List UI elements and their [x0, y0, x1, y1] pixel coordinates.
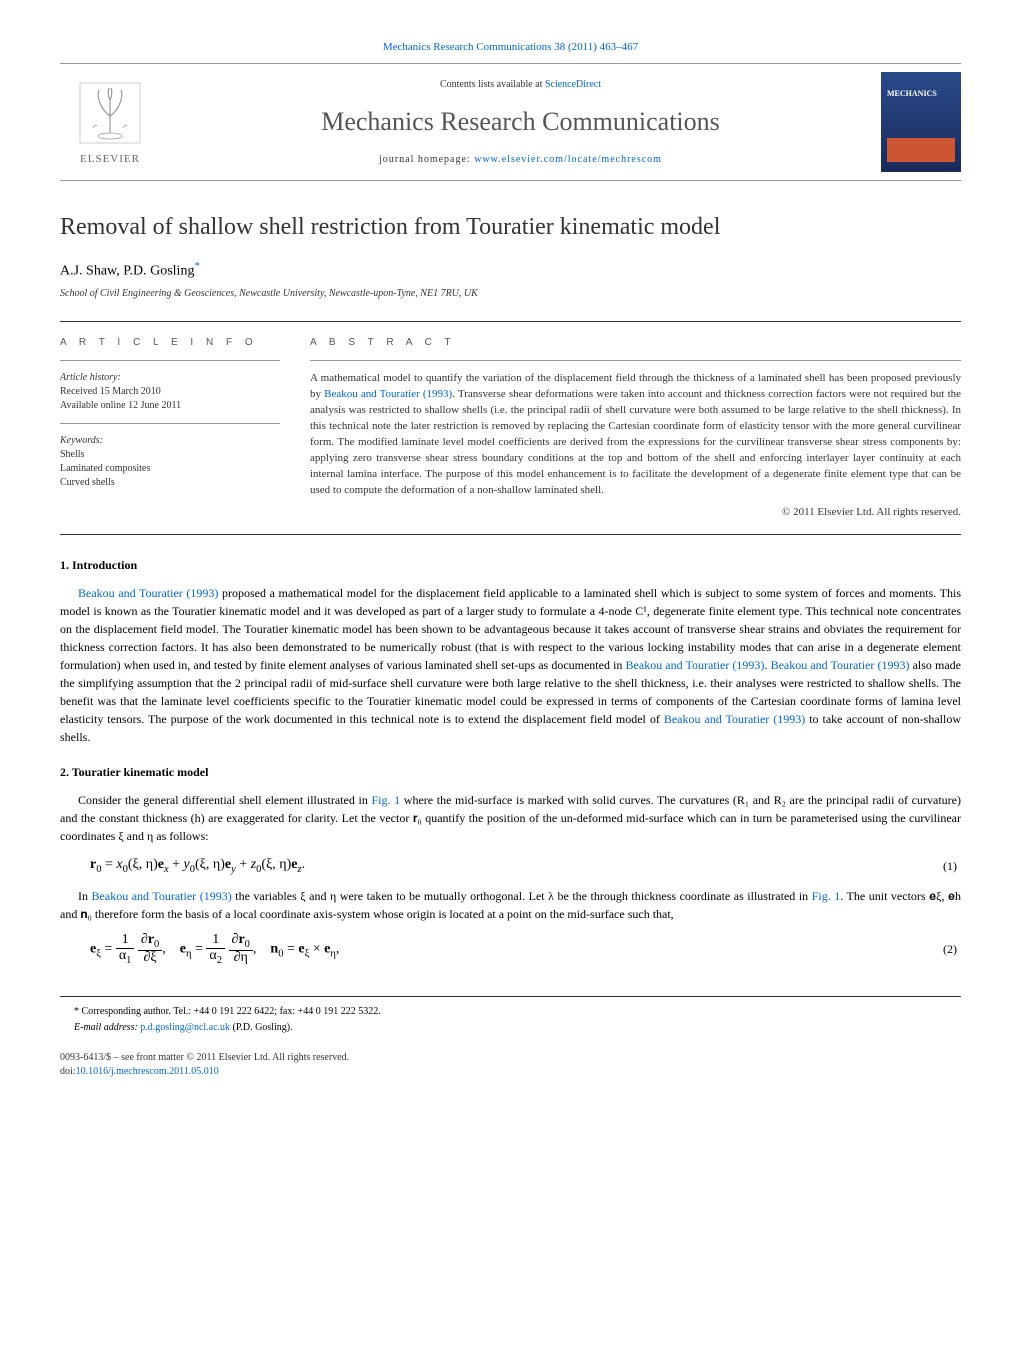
abstract-text: A mathematical model to quantify the var… — [310, 371, 961, 499]
s2-paragraph-2: In Beakou and Touratier (1993) the varia… — [60, 887, 961, 923]
section-2-heading: 2. Touratier kinematic model — [60, 764, 961, 781]
cover-thumb-bar — [887, 138, 955, 162]
doi-line: doi:10.1016/j.mechrescom.2011.05.010 — [60, 1065, 961, 1079]
equation-1-number: (1) — [943, 858, 957, 875]
issn-line: 0093-6413/$ – see front matter © 2011 El… — [60, 1051, 961, 1065]
issn-block: 0093-6413/$ – see front matter © 2011 El… — [60, 1051, 961, 1079]
homepage-line: journal homepage: www.elsevier.com/locat… — [180, 153, 861, 167]
equation-2-math: eξ = 1α1 ∂r0∂ξ, eη = 1α2 ∂r0∂η, n0 = eξ … — [90, 933, 943, 966]
elsevier-tree-icon — [75, 78, 145, 148]
ref-link[interactable]: Beakou and Touratier (1993) — [626, 658, 765, 672]
journal-cover-thumb: MECHANICS — [881, 72, 961, 172]
homepage-link[interactable]: www.elsevier.com/locate/mechrescom — [474, 154, 662, 165]
fig-link[interactable]: Fig. 1 — [372, 793, 401, 807]
divider — [60, 360, 280, 361]
journal-reference: Mechanics Research Communications 38 (20… — [60, 40, 961, 55]
footnotes: * Corresponding author. Tel.: +44 0 191 … — [60, 996, 961, 1035]
contents-prefix: Contents lists available at — [440, 79, 545, 90]
info-abstract-block: A R T I C L E I N F O Article history: R… — [60, 321, 961, 535]
journal-banner: ELSEVIER Contents lists available at Sci… — [60, 63, 961, 181]
equation-1-math: r0 = x0(ξ, η)ex + y0(ξ, η)ey + z0(ξ, η)e… — [90, 855, 943, 877]
history-label: Article history: — [60, 371, 280, 385]
s2-paragraph-1: Consider the general differential shell … — [60, 791, 961, 845]
email-link[interactable]: p.d.gosling@ncl.ac.uk — [140, 1022, 230, 1033]
fig-link[interactable]: Fig. 1 — [812, 889, 841, 903]
sciencedirect-link[interactable]: ScienceDirect — [545, 79, 601, 90]
homepage-prefix: journal homepage: — [379, 154, 474, 165]
journal-title: Mechanics Research Communications — [180, 104, 861, 140]
email-name: (P.D. Gosling). — [230, 1022, 293, 1033]
equation-1: r0 = x0(ξ, η)ex + y0(ξ, η)ey + z0(ξ, η)e… — [90, 855, 961, 877]
history-received: Received 15 March 2010 — [60, 385, 280, 399]
intro-paragraph: Beakou and Touratier (1993) proposed a m… — [60, 584, 961, 746]
email-label: E-mail address: — [74, 1022, 140, 1033]
ref-link[interactable]: Beakou and Touratier (1993) — [771, 658, 910, 672]
keyword: Shells — [60, 448, 280, 462]
keyword: Laminated composites — [60, 462, 280, 476]
history-online: Available online 12 June 2011 — [60, 399, 280, 413]
affiliation: School of Civil Engineering & Geoscience… — [60, 287, 961, 301]
abstract-ref-link[interactable]: Beakou and Touratier (1993) — [324, 388, 452, 400]
corresponding-author-note: * Corresponding author. Tel.: +44 0 191 … — [60, 1005, 961, 1019]
authors-names: A.J. Shaw, P.D. Gosling — [60, 264, 194, 279]
keyword: Curved shells — [60, 476, 280, 490]
divider — [60, 423, 280, 424]
banner-center: Contents lists available at ScienceDirec… — [180, 78, 861, 166]
email-line: E-mail address: p.d.gosling@ncl.ac.uk (P… — [60, 1021, 961, 1035]
body-text-span: In — [78, 889, 92, 903]
article-info-col: A R T I C L E I N F O Article history: R… — [60, 336, 280, 520]
equation-2-number: (2) — [943, 941, 957, 958]
divider — [310, 360, 961, 361]
doi-link[interactable]: 10.1016/j.mechrescom.2011.05.010 — [76, 1066, 219, 1077]
ref-link[interactable]: Beakou and Touratier (1993) — [664, 712, 805, 726]
article-title: Removal of shallow shell restriction fro… — [60, 211, 961, 245]
keywords-label: Keywords: — [60, 434, 280, 448]
abstract-copyright: © 2011 Elsevier Ltd. All rights reserved… — [310, 505, 961, 520]
ref-link[interactable]: Beakou and Touratier (1993) — [92, 889, 232, 903]
section-1-heading: 1. Introduction — [60, 557, 961, 574]
article-info-heading: A R T I C L E I N F O — [60, 336, 280, 350]
abstract-col: A B S T R A C T A mathematical model to … — [310, 336, 961, 520]
journal-ref-link[interactable]: Mechanics Research Communications 38 (20… — [383, 41, 638, 53]
body-text-span: the variables ξ and η were taken to be m… — [232, 889, 812, 903]
elsevier-logo: ELSEVIER — [60, 72, 160, 172]
contents-line: Contents lists available at ScienceDirec… — [180, 78, 861, 92]
authors-line: A.J. Shaw, P.D. Gosling* — [60, 259, 961, 281]
doi-label: doi: — [60, 1066, 76, 1077]
cover-thumb-title: MECHANICS — [887, 88, 955, 99]
elsevier-name: ELSEVIER — [80, 152, 140, 167]
abstract-heading: A B S T R A C T — [310, 336, 961, 350]
ref-link[interactable]: Beakou and Touratier (1993) — [78, 586, 218, 600]
equation-2: eξ = 1α1 ∂r0∂ξ, eη = 1α2 ∂r0∂η, n0 = eξ … — [90, 933, 961, 966]
body-text-span: Consider the general differential shell … — [78, 793, 372, 807]
corresponding-marker[interactable]: * — [194, 260, 200, 272]
